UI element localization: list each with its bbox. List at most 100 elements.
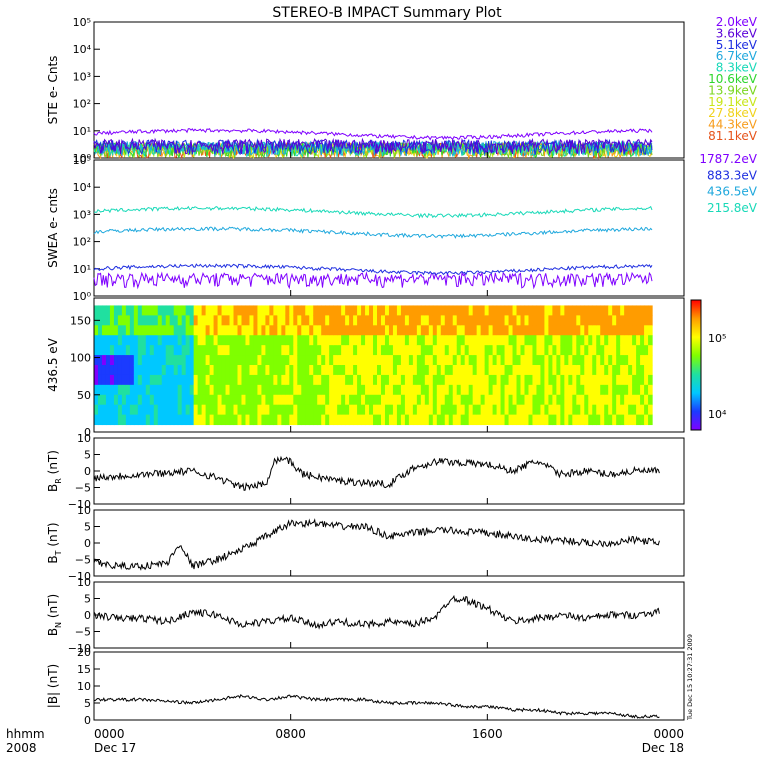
pad-heatmap-cell (105, 325, 111, 336)
pad-heatmap-cell (193, 394, 199, 406)
pad-heatmap-cell (353, 404, 358, 416)
pad-heatmap-cell (512, 305, 518, 316)
pad-heatmap-cell (261, 414, 266, 426)
pad-heatmap-cell (365, 355, 370, 366)
pad-heatmap-cell (528, 305, 534, 316)
pad-heatmap-cell (153, 315, 159, 326)
ste-ytick-label: 10³ (73, 70, 91, 83)
pad-heatmap-cell (289, 325, 294, 336)
pad-heatmap-cell (576, 315, 581, 326)
pad-heatmap-cell (536, 404, 542, 416)
pad-heatmap-cell (400, 305, 406, 316)
pad-heatmap-cell (472, 305, 478, 316)
pad-heatmap-cell (277, 384, 282, 396)
pad-heatmap-cell (133, 345, 139, 356)
pad-heatmap-cell (500, 404, 506, 416)
pad-heatmap-cell (644, 374, 649, 386)
pad-heatmap-cell (117, 355, 123, 366)
pad-heatmap-cell (592, 325, 597, 336)
pad-heatmap-cell (400, 384, 406, 396)
pad-heatmap-cell (492, 384, 498, 396)
pad-heatmap-cell (245, 394, 251, 406)
pad-heatmap-cell (500, 315, 506, 326)
pad-heatmap-cell (432, 355, 438, 366)
pad-heatmap-cell (628, 305, 633, 316)
pad-heatmap-cell (432, 365, 438, 376)
pad-heatmap-cell (277, 305, 282, 316)
pad-heatmap-cell (552, 325, 557, 336)
pad-heatmap-cell (357, 365, 362, 376)
pad-heatmap-cell (620, 305, 625, 316)
pad-heatmap-cell (504, 345, 510, 356)
pad-heatmap-cell (333, 384, 338, 396)
pad-heatmap-cell (265, 315, 270, 326)
pad-heatmap-cell (612, 384, 617, 396)
pad-heatmap-cell (137, 384, 143, 396)
pad-heatmap-cell (468, 404, 474, 416)
pad-heatmap-cell (317, 365, 322, 376)
pad-heatmap-cell (233, 374, 239, 386)
pad-heatmap-cell (205, 335, 211, 346)
pad-heatmap-cell (508, 414, 514, 426)
pad-heatmap-cell (161, 355, 167, 366)
pad-heatmap-cell (640, 315, 645, 326)
pad-heatmap-cell (444, 345, 450, 356)
pad-heatmap-cell (544, 404, 550, 416)
pad-heatmap-cell (105, 404, 111, 416)
pad-heatmap-cell (369, 404, 374, 416)
pad-heatmap-cell (460, 325, 466, 336)
pad-heatmap-cell (516, 355, 522, 366)
pad-heatmap-cell (253, 414, 259, 426)
pad-heatmap-cell (281, 374, 286, 386)
pad-heatmap-cell (309, 325, 314, 336)
pad-heatmap-cell (572, 325, 577, 336)
pad-heatmap-cell (488, 384, 494, 396)
pad-heatmap-cell (576, 365, 581, 376)
pad-heatmap-cell (620, 365, 625, 376)
pad-heatmap-cell (225, 404, 231, 416)
pad-heatmap-cell (269, 335, 274, 346)
pad-heatmap-cell (229, 414, 235, 426)
br-ytick-label: −5 (75, 482, 91, 495)
pad-heatmap-cell (189, 404, 195, 416)
pad-heatmap-cell (357, 355, 362, 366)
pad-heatmap-cell (373, 305, 378, 316)
pad-heatmap-cell (576, 355, 581, 366)
pad-heatmap-cell (396, 374, 402, 386)
pad-heatmap-cell (125, 325, 131, 336)
pad-heatmap-cell (193, 315, 199, 326)
pad-heatmap-cell (209, 414, 215, 426)
pad-heatmap-cell (552, 404, 557, 416)
pad-heatmap-cell (273, 345, 278, 356)
pad-heatmap-cell (265, 345, 270, 356)
swea-series-line (93, 263, 653, 276)
pad-heatmap-cell (480, 414, 486, 426)
pad-heatmap-cell (624, 325, 629, 336)
pad-heatmap-cell (377, 355, 382, 366)
pad-heatmap-cell (105, 414, 111, 426)
pad-heatmap-cell (544, 335, 550, 346)
pad-heatmap-cell (369, 394, 374, 406)
pad-heatmap-cell (428, 315, 434, 326)
swea-ytick-label: 10² (73, 236, 91, 249)
pad-heatmap-cell (233, 315, 239, 326)
pad-heatmap-cell (580, 325, 585, 336)
pad-heatmap-cell (404, 414, 410, 426)
pad-heatmap-cell (169, 414, 175, 426)
pad-heatmap-cell (317, 374, 322, 386)
pad-heatmap-cell (520, 414, 526, 426)
pad-heatmap-cell (169, 345, 175, 356)
pad-heatmap-cell (329, 404, 334, 416)
pad-heatmap-cell (600, 355, 605, 366)
pad-heatmap-cell (636, 335, 641, 346)
pad-heatmap-cell (117, 394, 123, 406)
pad-heatmap-cell (456, 335, 462, 346)
pad-heatmap-cell (201, 305, 207, 316)
pad-heatmap-cell (265, 404, 270, 416)
pad-heatmap-cell (480, 355, 486, 366)
pad-heatmap-cell (396, 335, 402, 346)
pad-heatmap-cell (404, 335, 410, 346)
pad-heatmap-cell (201, 325, 207, 336)
pad-heatmap-cell (237, 335, 243, 346)
pad-heatmap-cell (293, 315, 298, 326)
